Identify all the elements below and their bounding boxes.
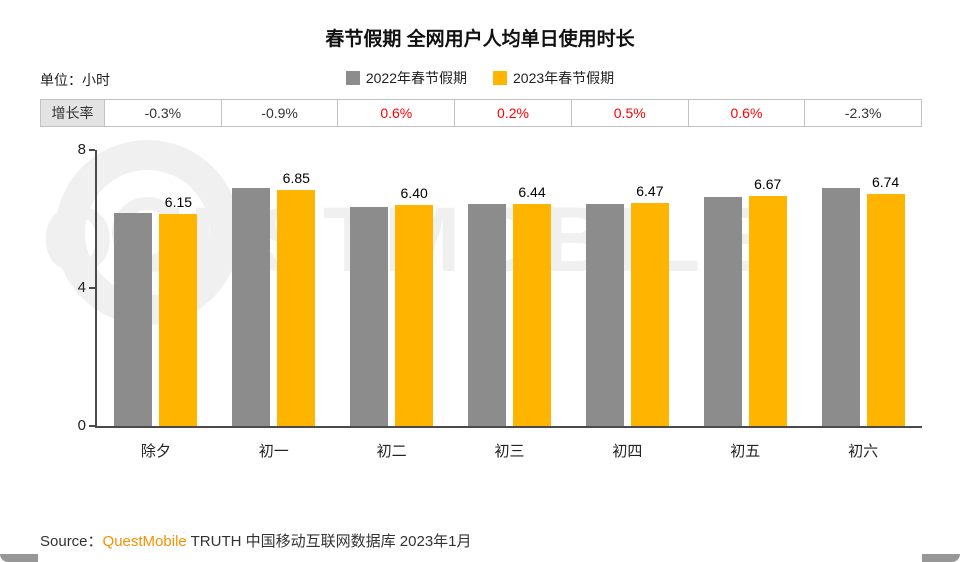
legend-item-2022: 2022年春节假期 xyxy=(345,68,467,88)
x-axis-labels: 除夕 初一 初二 初三 初四 初五 初六 xyxy=(97,440,922,461)
source-brand: QuestMobile xyxy=(102,533,187,550)
bar-group-初二: 6.40 xyxy=(333,150,451,426)
x-axis-label-初五: 初五 xyxy=(730,443,761,460)
unit-label: 单位：小时 xyxy=(40,72,110,88)
x-axis-label-初四: 初四 xyxy=(612,443,643,460)
growth-rate-cells: -0.3% -0.9% 0.6% 0.2% 0.5% 0.6% -2.3% xyxy=(105,100,921,126)
growth-rate-value: 0.5% xyxy=(572,100,689,126)
bar-2023-初一: 6.85 xyxy=(277,170,316,426)
legend-label: 2023年春节假期 xyxy=(513,70,615,86)
legend-swatch-icon xyxy=(345,71,360,85)
bar-2022-初四 xyxy=(585,203,624,426)
bar-group-除夕: 6.15 xyxy=(97,150,215,426)
bar-group-初六: 6.74 xyxy=(804,150,922,426)
bar-2022-初六 xyxy=(821,187,860,426)
y-axis-tick-label-0: 0 xyxy=(77,417,86,434)
source-suffix: TRUTH 中国移动互联网数据库 2023年1月 xyxy=(186,533,472,550)
growth-rate-value: -0.3% xyxy=(105,100,222,126)
y-axis-tick-mark xyxy=(89,425,95,427)
bar-value-label: 6.67 xyxy=(754,175,782,192)
legend: 2022年春节假期 2023年春节假期 xyxy=(0,68,960,88)
y-axis-tick-label-4: 4 xyxy=(77,279,86,296)
y-axis-tick-mark xyxy=(89,149,95,151)
legend-label: 2022年春节假期 xyxy=(365,70,467,86)
growth-rate-value: -2.3% xyxy=(844,105,882,121)
bar-2022-初五 xyxy=(703,197,742,426)
bar-2022-除夕 xyxy=(114,213,153,426)
bar-2023-初六: 6.74 xyxy=(866,174,905,426)
bar-2023-初四: 6.47 xyxy=(630,183,669,426)
bar-2022-初一 xyxy=(232,187,271,426)
growth-rate-value: 0.6% xyxy=(689,100,806,126)
chart-title: 春节假期 全网用户人均单日使用时长 xyxy=(325,29,635,50)
bar-value-label: 6.15 xyxy=(164,193,193,210)
bar-group-初一: 6.85 xyxy=(215,150,333,426)
x-axis-label-初六: 初六 xyxy=(848,443,879,460)
x-axis-label-除夕: 除夕 xyxy=(140,443,171,460)
bar-chart: QUESTMOBILE 048 6.156.856.406.446.476.67… xyxy=(0,140,960,470)
y-axis-tick-mark xyxy=(89,287,95,289)
bar-2022-初三 xyxy=(468,204,506,426)
source-line: Source：QuestMobile TRUTH 中国移动互联网数据库 2023… xyxy=(40,530,472,551)
legend-item-2023: 2023年春节假期 xyxy=(493,68,614,88)
x-axis-label-初一: 初一 xyxy=(258,443,289,460)
y-axis-tick-label-8: 8 xyxy=(77,141,86,158)
bar-2023-初二: 6.40 xyxy=(395,185,434,426)
bar-value-label: 6.85 xyxy=(282,169,310,186)
y-axis-line xyxy=(95,150,97,428)
bar-group-初五: 6.67 xyxy=(686,150,804,426)
x-axis-line xyxy=(95,426,922,428)
growth-rate-value: -0.9% xyxy=(222,100,339,126)
plot-area: 6.15 6.85 6.40 6.44 6.47 6.67 6.74 xyxy=(97,150,922,426)
growth-rate-table: 增长率 -0.3% -0.9% 0.6% 0.2% 0.5% 0.6% -2.3% xyxy=(40,99,922,127)
bar-value-label: 6.44 xyxy=(518,183,546,200)
frame-corner-left xyxy=(0,554,38,562)
bar-2023-除夕: 6.15 xyxy=(159,194,198,426)
x-axis-label-初二: 初二 xyxy=(376,443,407,460)
growth-rate-value: 0.2% xyxy=(455,100,572,126)
bar-value-label: 6.74 xyxy=(871,173,900,190)
bar-value-label: 6.47 xyxy=(636,182,664,199)
bar-2022-初二 xyxy=(350,206,389,426)
frame-corner-right xyxy=(922,554,960,562)
bar-value-label: 6.40 xyxy=(400,185,428,202)
bar-2023-初三: 6.44 xyxy=(513,184,551,426)
growth-rate-value: 0.6% xyxy=(338,100,456,126)
bar-2023-初五: 6.67 xyxy=(748,176,787,426)
bar-group-初四: 6.47 xyxy=(568,150,686,426)
growth-rate-header: 增长率 xyxy=(41,100,105,126)
x-axis-label-初三: 初三 xyxy=(494,443,525,460)
source-prefix: Source： xyxy=(40,533,103,550)
legend-swatch-icon xyxy=(493,71,507,85)
bar-group-初三: 6.44 xyxy=(451,150,569,426)
